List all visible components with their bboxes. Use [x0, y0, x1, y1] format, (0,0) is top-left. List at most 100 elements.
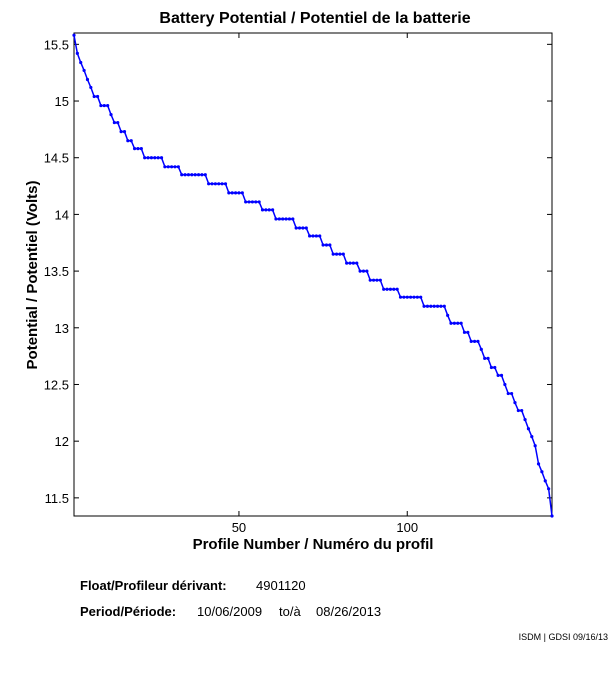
data-point [540, 470, 544, 474]
float-id: 4901120 [256, 578, 306, 593]
data-point [456, 321, 460, 325]
data-point [250, 200, 255, 204]
credit: ISDM | GDSI 09/16/13 [519, 632, 608, 642]
data-point [156, 156, 160, 160]
data-point [442, 304, 446, 308]
data-point [163, 165, 167, 169]
data-point [311, 234, 315, 238]
data-point [193, 173, 197, 177]
data-point [479, 347, 483, 351]
data-point [281, 217, 285, 221]
data-point [227, 191, 231, 195]
data-point [119, 130, 123, 134]
data-point [271, 208, 275, 212]
data-point [496, 373, 500, 378]
data-point [99, 103, 103, 108]
y-tick-label: 15.5 [44, 37, 69, 52]
data-point [297, 226, 302, 230]
data-point [341, 252, 345, 256]
data-point [112, 120, 116, 125]
data-point [267, 208, 271, 212]
data-point [489, 365, 494, 370]
data-point [136, 147, 140, 151]
data-point [233, 191, 238, 195]
data-point [476, 339, 480, 343]
data-point [122, 130, 127, 134]
data-point [95, 94, 100, 99]
data-point [159, 156, 164, 160]
y-tick-label: 12.5 [44, 377, 69, 392]
data-point [435, 304, 440, 308]
data-point [183, 173, 187, 177]
data-point [230, 191, 234, 195]
data-point [223, 182, 228, 186]
period-label: Period/Période: [80, 604, 176, 619]
data-point [200, 173, 204, 177]
data-point [85, 77, 90, 82]
data-point [257, 200, 261, 204]
data-point [274, 217, 278, 221]
float-label: Float/Profileur dérivant: [80, 578, 227, 593]
data-point [446, 313, 450, 317]
data-point [469, 339, 473, 343]
data-point [371, 278, 376, 282]
data-point [530, 435, 534, 439]
data-point [237, 191, 241, 195]
data-point [550, 514, 554, 518]
data-point [409, 295, 413, 299]
data-point [190, 173, 194, 177]
data-point [318, 234, 322, 238]
data-point [277, 217, 281, 221]
data-point [419, 295, 423, 299]
data-point [439, 304, 443, 308]
data-point [449, 321, 453, 325]
data-point [139, 147, 143, 151]
y-tick-label: 13 [55, 321, 69, 336]
data-point [166, 165, 170, 169]
data-point [395, 287, 399, 291]
data-point [143, 156, 147, 160]
data-point [459, 321, 463, 325]
y-tick-label: 11.5 [45, 491, 69, 506]
data-point [422, 304, 426, 308]
data-point [308, 234, 312, 238]
data-point [429, 304, 433, 308]
data-point [412, 295, 416, 299]
data-point [264, 208, 268, 212]
data-point [75, 51, 79, 56]
data-point [244, 200, 248, 204]
data-point [506, 391, 510, 396]
data-point [217, 182, 221, 186]
data-point [466, 330, 470, 334]
data-point [146, 156, 150, 160]
data-point [415, 295, 419, 299]
data-point [378, 278, 382, 282]
data-point [213, 182, 217, 186]
data-point [132, 147, 137, 151]
data-point [493, 365, 497, 370]
data-point [284, 217, 288, 221]
data-point [180, 173, 184, 177]
data-point [314, 234, 318, 238]
data-point [523, 418, 527, 422]
data-point [247, 200, 251, 204]
data-point [116, 120, 120, 125]
data-point [483, 356, 487, 361]
data-point [375, 278, 379, 282]
data-point [254, 200, 258, 204]
data-point [385, 287, 389, 291]
data-point [153, 156, 157, 160]
data-point [173, 165, 177, 169]
data-point [388, 287, 393, 291]
data-point [486, 356, 490, 361]
data-point [543, 479, 547, 483]
period-start: 10/06/2009 [197, 604, 262, 619]
data-point [513, 401, 517, 405]
data-point [533, 444, 537, 448]
data-point [526, 427, 531, 431]
data-point [220, 182, 224, 186]
data-point [392, 287, 396, 291]
y-tick-label: 12 [55, 434, 69, 449]
data-point [348, 261, 352, 265]
data-point [210, 182, 214, 186]
